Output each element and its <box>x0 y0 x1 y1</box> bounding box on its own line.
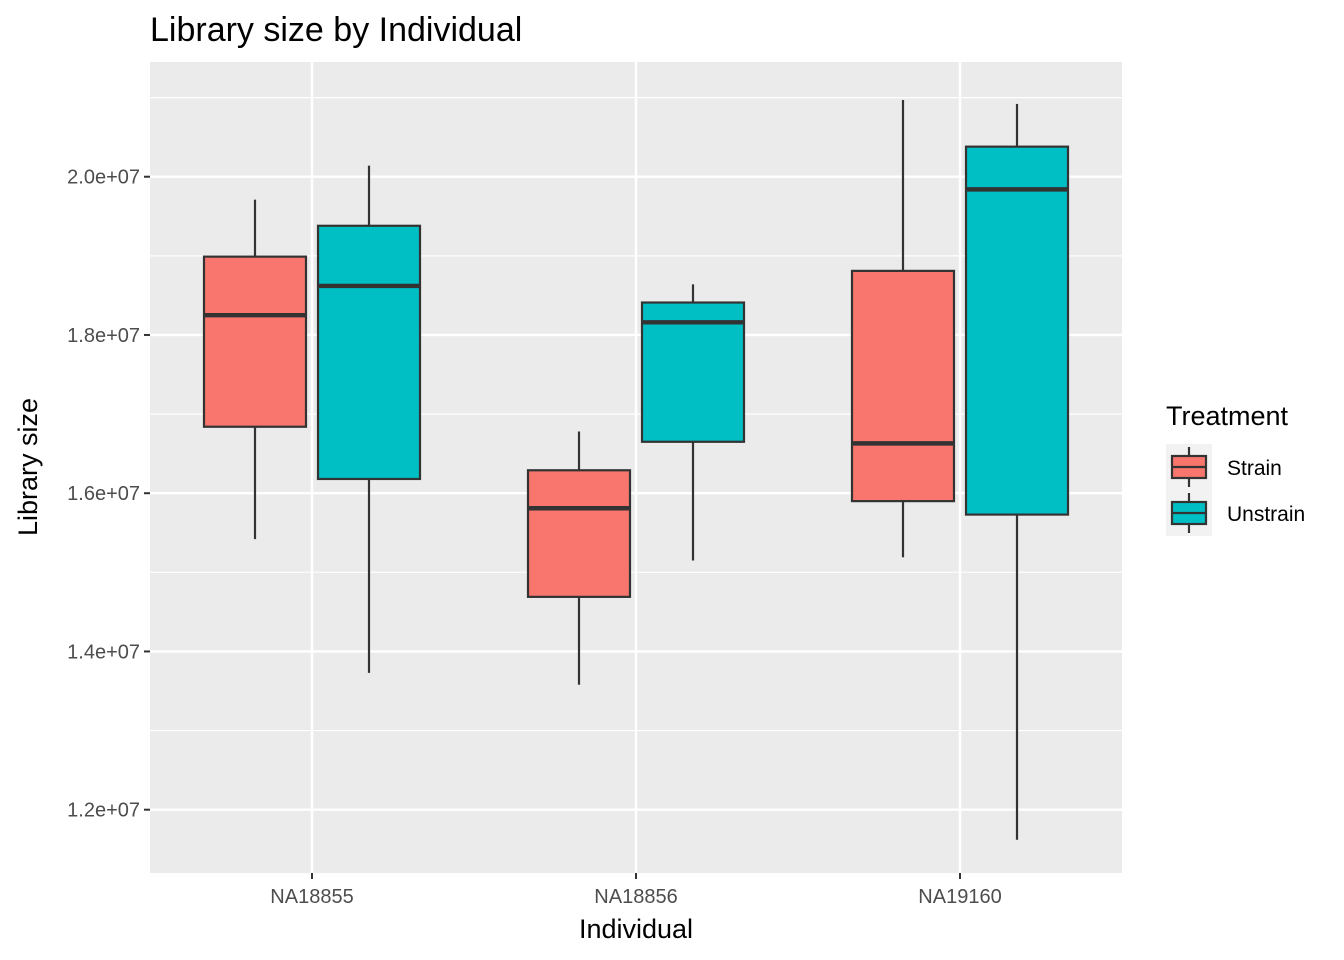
box-strain-na18856 <box>526 431 632 685</box>
legend-key-strain <box>1166 444 1212 490</box>
legend-label: Strain <box>1227 457 1282 480</box>
box-unstrain-na18855 <box>316 165 422 673</box>
x-tick-label: NA19160 <box>918 886 1001 908</box>
x-axis: NA18855 NA18856 NA19160 <box>270 873 1002 908</box>
x-tick-label: NA18856 <box>594 886 677 908</box>
x-tick-label: NA18855 <box>270 886 353 908</box>
y-tick-label: 1.6e+07 <box>67 483 140 505</box>
chart-title: Library size by Individual <box>150 11 522 49</box>
box-iqr <box>202 255 308 428</box>
legend-label: Unstrain <box>1227 503 1305 526</box>
y-axis-title: Library size <box>13 398 43 536</box>
legend-title: Treatment <box>1166 401 1289 431</box>
box-unstrain-na18856 <box>640 284 746 561</box>
boxes-layer <box>202 99 1070 840</box>
box-strain-na18855 <box>202 199 308 540</box>
y-tick-label: 1.8e+07 <box>67 325 140 347</box>
major-gridlines <box>150 62 1122 873</box>
y-tick-label: 2.0e+07 <box>67 167 140 189</box>
legend: Treatment Strain Unstrain <box>1166 401 1305 536</box>
box-iqr <box>526 469 632 598</box>
box-iqr <box>316 224 422 481</box>
box-strain-na19160 <box>850 99 956 558</box>
y-axis: 1.2e+07 1.4e+07 1.6e+07 1.8e+07 2.0e+07 <box>67 167 150 822</box>
y-tick-label: 1.4e+07 <box>67 641 140 663</box>
box-iqr <box>640 301 746 443</box>
box-iqr <box>964 145 1070 516</box>
box-unstrain-na19160 <box>964 103 1070 840</box>
box-iqr <box>850 269 956 503</box>
x-axis-title: Individual <box>579 914 693 944</box>
legend-key-unstrain <box>1166 490 1212 536</box>
y-tick-label: 1.2e+07 <box>67 800 140 822</box>
